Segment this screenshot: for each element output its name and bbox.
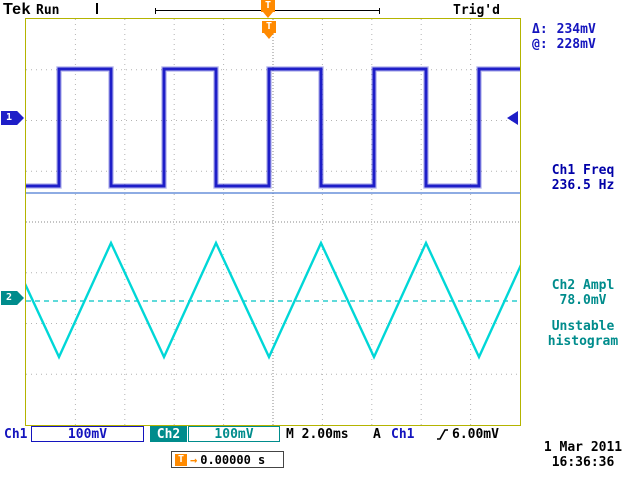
ch2-trace bbox=[4, 240, 533, 360]
cursor-delta-readout: Δ: 234mV bbox=[532, 22, 596, 37]
cursor-at-label: @: bbox=[532, 37, 548, 52]
record-view-left-tick bbox=[155, 8, 156, 14]
rising-edge-icon bbox=[437, 429, 448, 440]
ch2-measurement-value: 78.0mV bbox=[559, 293, 607, 308]
ch1-measurement-value: 236.5 Hz bbox=[551, 178, 615, 193]
cursor-at-readout: @: 228mV bbox=[532, 37, 596, 52]
ch2-measurement-label: Ch2 Ampl bbox=[551, 278, 615, 293]
ch1-trace bbox=[26, 67, 520, 188]
ch1-measurement-label: Ch1 Freq bbox=[551, 163, 615, 178]
graticule-grid bbox=[26, 19, 520, 425]
acquisition-state: Run bbox=[36, 3, 60, 18]
trigger-level-readout: 6.00mV bbox=[452, 427, 499, 442]
trigger-arrow-icon: → bbox=[190, 452, 198, 467]
tek-logo: Tek bbox=[3, 1, 31, 18]
ch2-scale-value: 100mV bbox=[214, 426, 254, 442]
cursor-at-value: 228mV bbox=[556, 37, 596, 52]
record-view-right-tick bbox=[379, 8, 380, 14]
ch1-scale-box: 100mV bbox=[31, 426, 144, 442]
datetime: 1 Mar 2011 16:36:36 bbox=[528, 440, 638, 470]
ch2-scale-box: 100mV bbox=[188, 426, 280, 442]
ch1-position-marker: 1 bbox=[1, 111, 24, 125]
trigger-position-inner-arrow-icon bbox=[264, 33, 274, 39]
cursor-delta-value: 234mV bbox=[556, 22, 596, 37]
time-label: 16:36:36 bbox=[551, 455, 615, 470]
ch2-label: Ch2 bbox=[156, 426, 181, 442]
trigger-icon: T bbox=[175, 453, 187, 466]
ch2-label-badge: Ch2 bbox=[150, 426, 187, 442]
graticule bbox=[4, 18, 533, 426]
ch1-measurement: Ch1 Freq 236.5 Hz bbox=[528, 163, 638, 193]
trigger-level-arrow bbox=[507, 111, 518, 125]
ch2-measurement-note-1: Unstable bbox=[551, 319, 615, 334]
ch2-measurement-note-2: histogram bbox=[547, 334, 619, 349]
date-label: 1 Mar 2011 bbox=[543, 440, 623, 455]
ch2-position-marker: 2 bbox=[1, 291, 24, 305]
ch2-measurement: Ch2 Ampl 78.0mV Unstable histogram bbox=[528, 278, 638, 349]
trigger-source-label: Ch1 bbox=[391, 427, 415, 442]
horizontal-position-value: 0.00000 s bbox=[200, 452, 266, 467]
graticule-svg bbox=[4, 19, 533, 425]
ch1-scale-value: 100mV bbox=[67, 426, 108, 442]
trigger-status: Trig'd bbox=[453, 3, 500, 18]
trigger-position-top-arrow-icon bbox=[263, 12, 273, 18]
trigger-position-marker-inner: T bbox=[262, 21, 276, 33]
cursor-delta-label: Δ: bbox=[532, 22, 548, 37]
ch1-label: Ch1 bbox=[4, 427, 28, 442]
horizontal-position-box: T → 0.00000 s bbox=[171, 451, 284, 468]
top-bar-tick bbox=[96, 3, 98, 14]
trigger-mode-label: A bbox=[373, 427, 381, 442]
trigger-position-marker-top: T bbox=[261, 0, 275, 12]
timebase-readout: M 2.00ms bbox=[286, 427, 349, 442]
